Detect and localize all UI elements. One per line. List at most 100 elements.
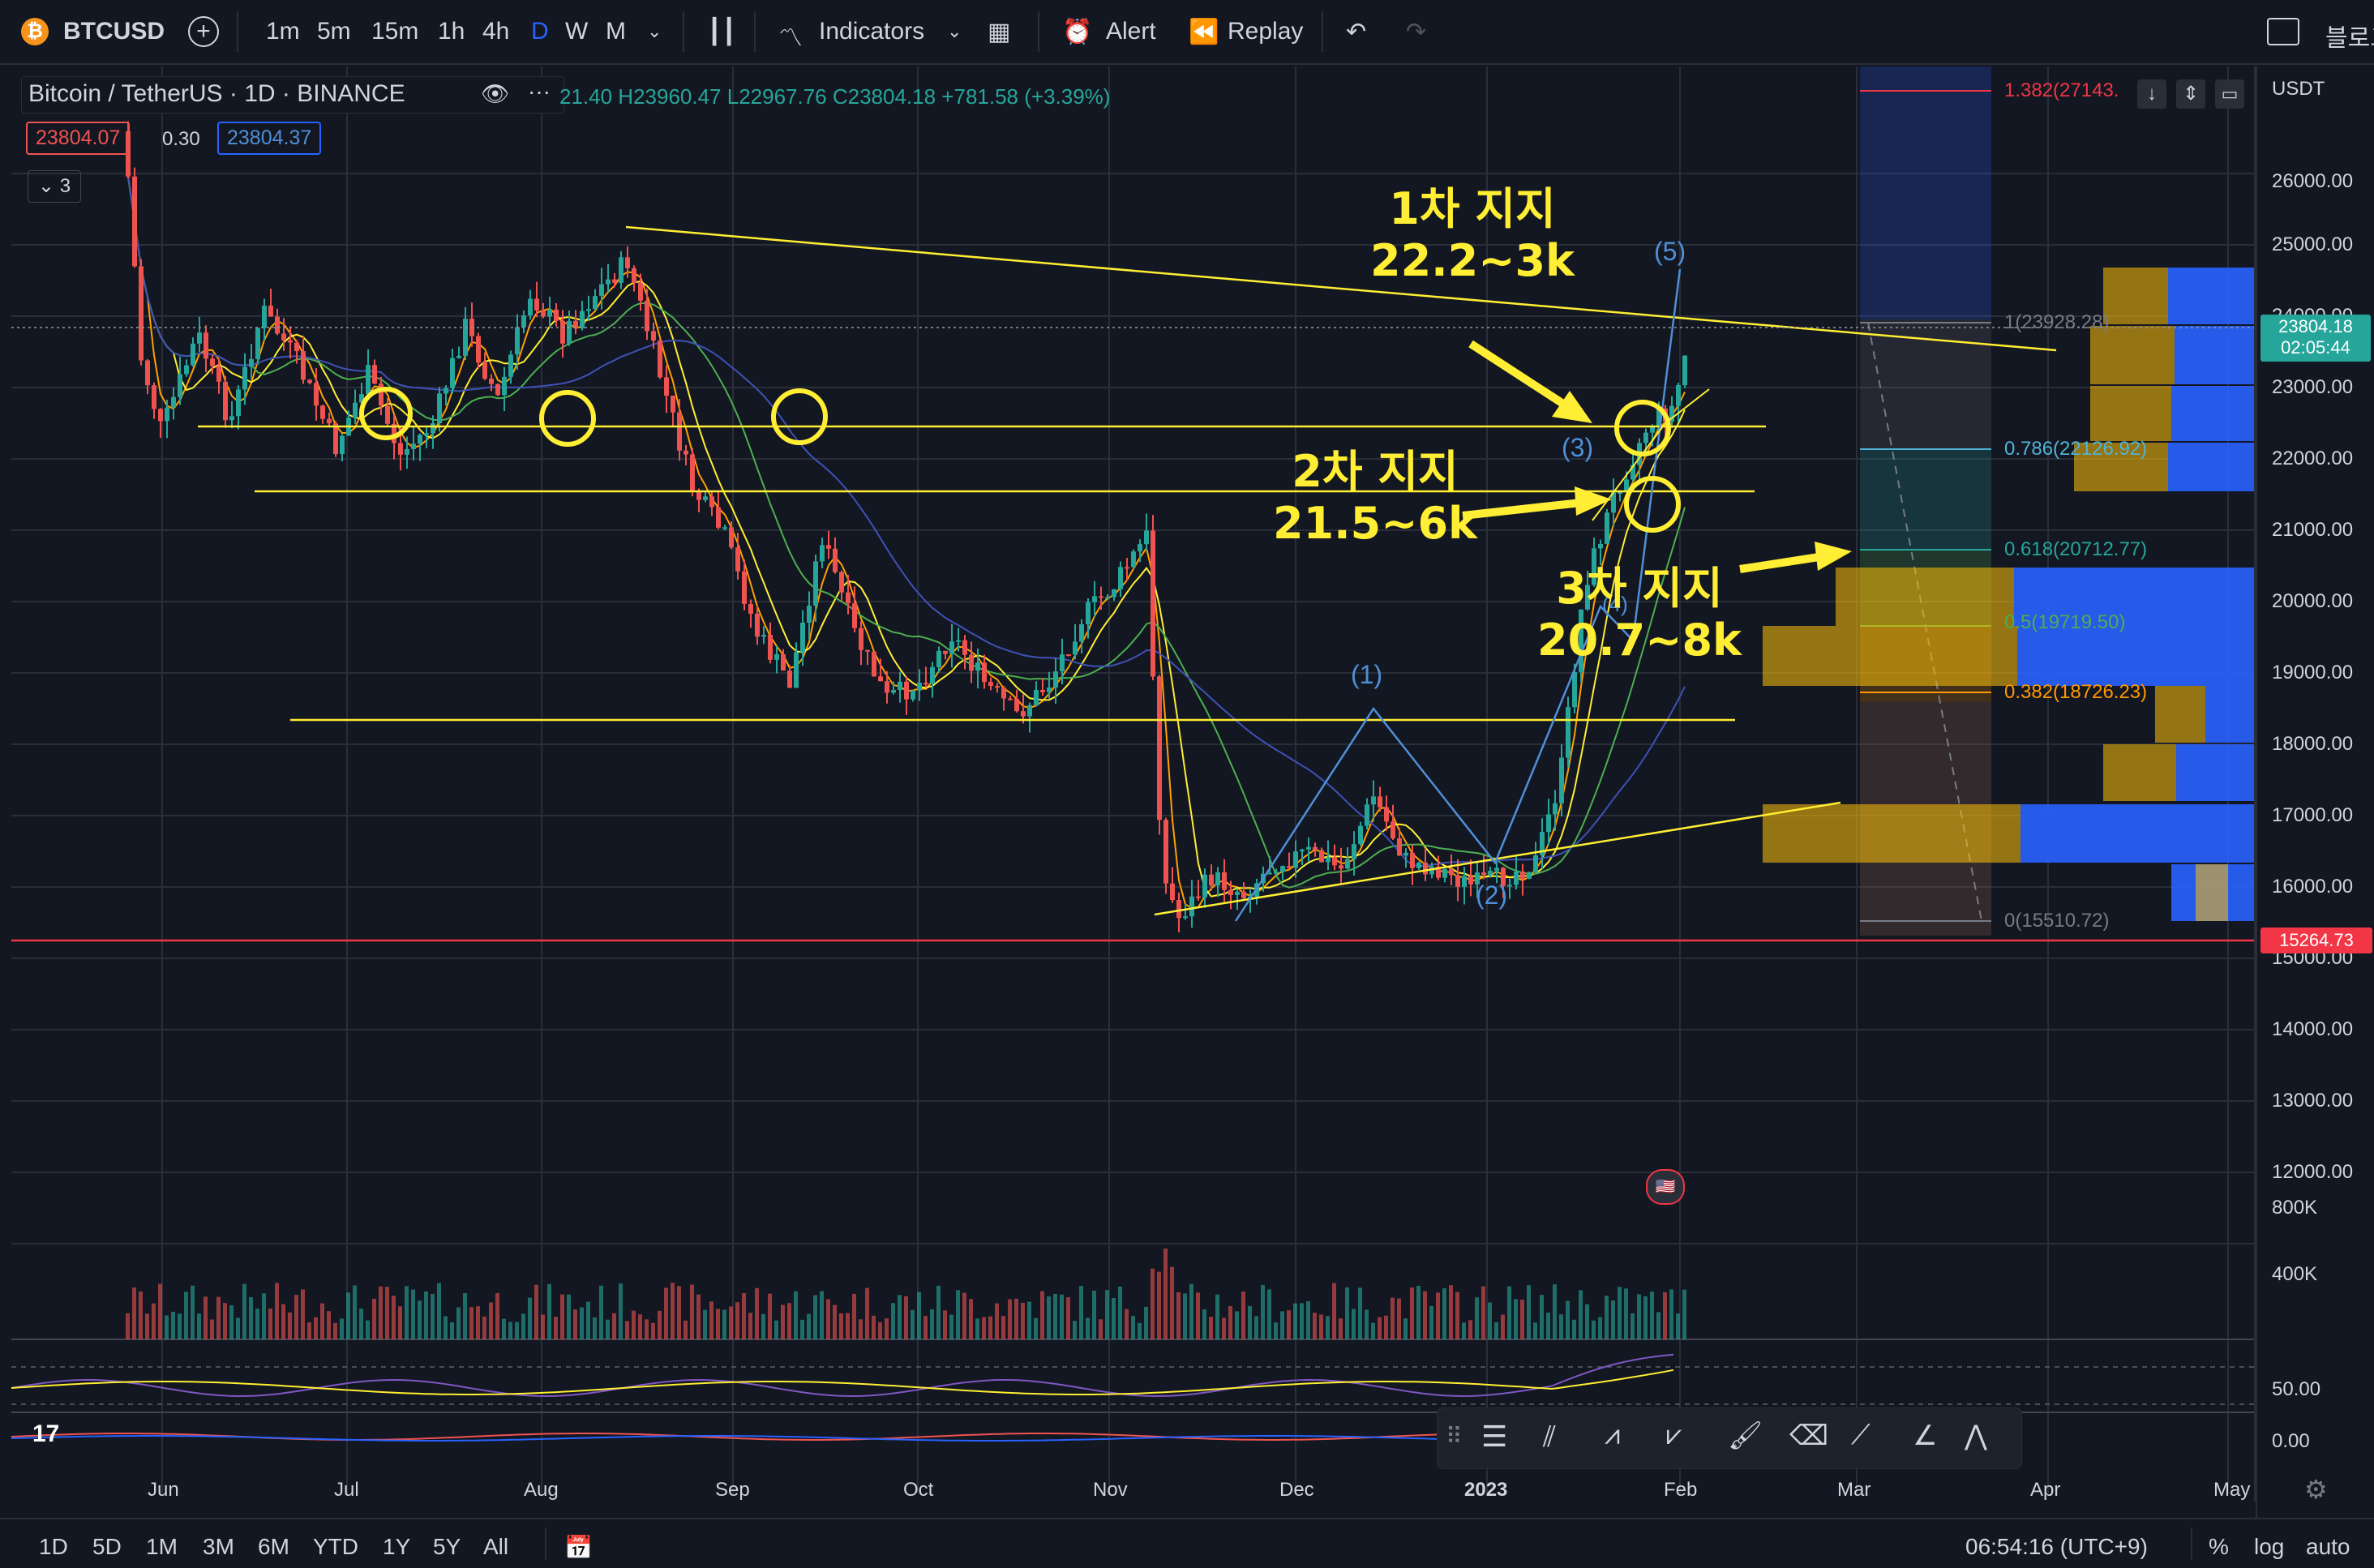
add-symbol-icon[interactable]: + xyxy=(188,16,219,47)
volume-bar xyxy=(204,1296,208,1339)
maximize-pane-icon[interactable]: ▭ xyxy=(2215,79,2244,109)
brush-icon[interactable]: 🖌 xyxy=(1728,1420,1763,1451)
timeframe-4h[interactable]: 4h xyxy=(482,18,510,45)
abcd-pattern-icon[interactable]: ⩗ xyxy=(1666,1420,1682,1450)
volume-bar xyxy=(1358,1287,1362,1339)
pattern-icon[interactable]: ⋀ xyxy=(1965,1420,1987,1451)
fullscreen-icon[interactable] xyxy=(2267,18,2299,45)
clock-display[interactable]: 06:54:16 (UTC+9) xyxy=(1965,1534,2148,1559)
layout-grid-icon[interactable]: ▦ xyxy=(988,19,1011,45)
candle-body xyxy=(1455,875,1460,887)
trend-line-icon[interactable]: ⟋ xyxy=(1851,1420,1870,1450)
candle-body xyxy=(1352,844,1356,859)
range-5y[interactable]: 5Y xyxy=(433,1534,461,1559)
timeframe-5m[interactable]: 5m xyxy=(317,18,351,45)
volume-bar xyxy=(1449,1285,1453,1339)
candle-body xyxy=(956,640,961,642)
timeframe-m[interactable]: M xyxy=(606,18,626,45)
drag-handle-icon[interactable]: ⠿ xyxy=(1446,1424,1463,1449)
volume-bar xyxy=(982,1317,986,1339)
candlestick-icon[interactable]: ┃┃ xyxy=(707,19,737,45)
angle-icon[interactable]: ∠ xyxy=(1913,1420,1938,1451)
volume-bar xyxy=(1501,1314,1505,1339)
candle-body xyxy=(1131,551,1136,568)
candle-body xyxy=(573,320,578,328)
volume-bar xyxy=(1040,1291,1044,1339)
eraser-icon[interactable]: ⌫ xyxy=(1789,1420,1829,1451)
volume-bar xyxy=(444,1316,448,1339)
candle-body xyxy=(1403,852,1408,856)
range-1m[interactable]: 1M xyxy=(146,1534,178,1559)
chevron-down-icon[interactable]: ⌄ xyxy=(947,21,962,41)
support1-title: 1차 지지 xyxy=(1389,183,1556,234)
go-to-date-icon[interactable]: 📅 xyxy=(564,1535,593,1560)
volume-bar xyxy=(1105,1290,1109,1339)
symbol-search[interactable]: BTCUSD xyxy=(63,18,165,45)
indicators-button[interactable]: Indicators xyxy=(819,18,925,45)
range-ytd[interactable]: YTD xyxy=(313,1534,358,1559)
ask-price[interactable]: 23804.37 xyxy=(217,122,322,155)
candle-body xyxy=(813,561,818,606)
indicator-collapse-toggle[interactable]: ⌄ 3 xyxy=(28,170,81,203)
candle-body xyxy=(262,306,267,328)
more-options-icon[interactable]: ··· xyxy=(528,79,551,104)
range-3m[interactable]: 3M xyxy=(203,1534,234,1559)
blog-link[interactable]: 블로그 xyxy=(2325,25,2374,52)
range-1d[interactable]: 1D xyxy=(39,1534,68,1559)
price-axis[interactable]: USDT 26000.00 25000.00 24000.00 23000.00… xyxy=(2256,66,2374,1518)
volume-bar xyxy=(1248,1305,1252,1339)
osc-tick: 0.00 xyxy=(2272,1430,2310,1452)
timeframe-d[interactable]: D xyxy=(531,18,549,45)
timeframe-1h[interactable]: 1h xyxy=(438,18,465,45)
timeframe-15m[interactable]: 15m xyxy=(371,18,419,45)
collapse-icon[interactable]: ⇕ xyxy=(2176,79,2205,109)
economic-event-icon[interactable]: 🇺🇸 xyxy=(1646,1169,1685,1205)
volume-bar xyxy=(1352,1309,1356,1339)
range-1y[interactable]: 1Y xyxy=(383,1534,411,1559)
indicators-icon[interactable]: 〽 xyxy=(778,25,803,52)
bid-price[interactable]: 23804.07 xyxy=(26,122,131,155)
volume-bar xyxy=(1605,1296,1609,1339)
volume-bar xyxy=(573,1309,577,1339)
price-tick: 23000.00 xyxy=(2272,376,2354,398)
settings-gear-icon[interactable]: ⚙ xyxy=(2304,1475,2328,1504)
volume-bar xyxy=(696,1294,701,1339)
eye-icon[interactable]: 👁 xyxy=(481,81,510,106)
log-toggle[interactable]: log xyxy=(2254,1534,2285,1559)
alert-clock-icon[interactable]: ⏰ xyxy=(1062,19,1093,45)
horizontal-lines-icon[interactable]: ☰ xyxy=(1481,1420,1508,1453)
chevron-down-icon[interactable]: ⌄ xyxy=(647,21,662,41)
legend-title-box[interactable]: Bitcoin / TetherUS · 1D · BINANCE 👁 ··· xyxy=(21,76,564,114)
candle-body xyxy=(742,571,747,604)
redo-icon[interactable]: ↷ xyxy=(1406,19,1427,45)
candle-body xyxy=(859,628,863,650)
price-chart[interactable] xyxy=(11,66,2256,1502)
volume-bar xyxy=(476,1306,480,1339)
auto-toggle[interactable]: auto xyxy=(2306,1534,2350,1559)
timeframe-w[interactable]: W xyxy=(565,18,589,45)
parallel-channel-icon[interactable]: ⫽ xyxy=(1543,1420,1557,1453)
candle-body xyxy=(1462,876,1467,887)
range-6m[interactable]: 6M xyxy=(258,1534,289,1559)
scroll-down-icon[interactable]: ↓ xyxy=(2137,79,2166,109)
elliott-wave-icon[interactable]: ⩘ xyxy=(1605,1420,1621,1450)
volume-bar xyxy=(1611,1300,1615,1339)
range-5d[interactable]: 5D xyxy=(92,1534,122,1559)
volume-bar xyxy=(560,1294,564,1339)
time-axis[interactable]: Jun Jul Aug Sep Oct Nov Dec 2023 Feb Mar… xyxy=(0,1472,2256,1513)
candle-body xyxy=(210,358,215,366)
replay-icon[interactable]: ⏪ xyxy=(1189,19,1219,45)
candle-body xyxy=(1566,707,1571,758)
candle-body xyxy=(405,448,409,455)
currency-label[interactable]: USDT xyxy=(2272,78,2325,100)
undo-icon[interactable]: ↶ xyxy=(1346,19,1367,45)
range-all[interactable]: All xyxy=(483,1534,509,1559)
replay-button[interactable]: Replay xyxy=(1228,18,1304,45)
alert-button[interactable]: Alert xyxy=(1106,18,1156,45)
legend-title[interactable]: Bitcoin / TetherUS · 1D · BINANCE xyxy=(28,80,405,107)
timeframe-1m[interactable]: 1m xyxy=(266,18,300,45)
candle-body xyxy=(1384,807,1389,822)
candle-body xyxy=(1027,705,1032,717)
percent-toggle[interactable]: % xyxy=(2209,1534,2229,1559)
candle-body xyxy=(450,358,455,388)
